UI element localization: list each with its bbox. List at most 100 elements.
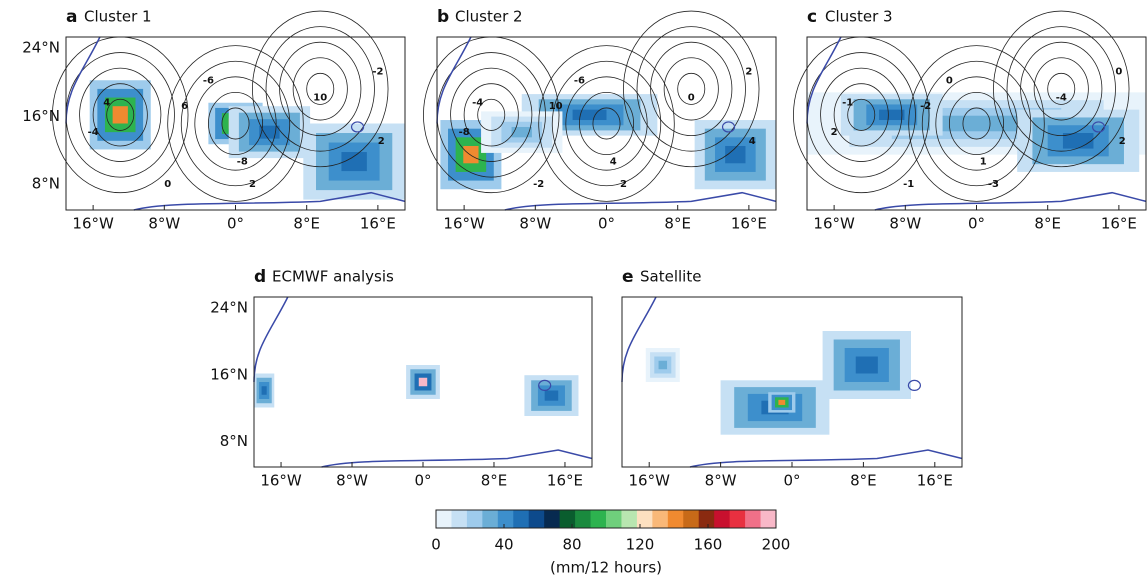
- precip-cell: [259, 125, 280, 139]
- contour: [1033, 57, 1089, 121]
- precip-cell: [341, 152, 367, 172]
- precip-cell: [725, 145, 746, 164]
- contour: [306, 72, 335, 105]
- coastline: [689, 449, 963, 468]
- precip-cell: [934, 115, 1019, 132]
- contour: [636, 26, 746, 152]
- panel-letter: e: [622, 267, 634, 287]
- contour-label: -4: [88, 127, 99, 138]
- colorbar-swatch: [652, 510, 669, 528]
- y-tick-label: 24°N: [22, 39, 60, 57]
- colorbar-swatch: [698, 510, 715, 528]
- panel-title: Cluster 2: [455, 8, 523, 26]
- contour-label: 2: [1119, 136, 1126, 147]
- x-tick-label: 0°: [968, 215, 985, 233]
- map-panel: [621, 296, 963, 468]
- x-tick-label: 0°: [227, 215, 244, 233]
- colorbar-swatch: [575, 510, 592, 528]
- contour-label: -2: [533, 179, 544, 190]
- colorbar-swatch: [729, 510, 746, 528]
- colorbar-swatch: [513, 510, 530, 528]
- panel-title: ECMWF analysis: [272, 268, 394, 286]
- contour-label: -1: [842, 98, 853, 109]
- panel-title: Cluster 3: [825, 8, 893, 26]
- colorbar-swatch: [497, 510, 514, 528]
- contour-label: 10: [549, 101, 563, 112]
- map-panel: 4 -4 -6 6 -8 10 2 0 -2 2: [52, 10, 406, 211]
- x-tick-label: 8°W: [889, 215, 921, 233]
- map-panel: -1 2 0 -2 1 -4 -3 -1 0 2: [793, 10, 1147, 211]
- colorbar-frame: [435, 509, 777, 529]
- y-tick-label: 24°N: [210, 299, 248, 317]
- contour: [79, 67, 162, 162]
- contour: [265, 26, 375, 152]
- contour-label: 2: [831, 127, 838, 138]
- panel-title: Cluster 1: [84, 8, 152, 26]
- precip-cell: [572, 109, 607, 121]
- precip-cell: [778, 399, 786, 405]
- x-tick-label: 8°E: [664, 215, 691, 233]
- contour: [450, 67, 533, 162]
- panel-letter: a: [66, 7, 77, 27]
- x-tick-label: 8°W: [148, 215, 180, 233]
- panel-title: Satellite: [640, 268, 701, 286]
- y-tick-label: 16°N: [22, 107, 60, 125]
- contour-label: 0: [946, 75, 953, 86]
- precip-cell: [511, 126, 532, 138]
- contour-label: -4: [472, 98, 483, 109]
- colorbar-swatch: [714, 510, 731, 528]
- coastline: [874, 191, 1147, 211]
- colorbar-tick-label: 40: [494, 536, 513, 554]
- coastline: [321, 449, 593, 468]
- panel-letter: d: [254, 267, 266, 287]
- contour: [551, 60, 662, 187]
- x-tick-label: 8°W: [336, 472, 368, 490]
- contour: [477, 98, 506, 131]
- contour: [948, 91, 1005, 156]
- contour: [221, 107, 250, 140]
- contour-label: 2: [378, 136, 385, 147]
- contour: [92, 83, 148, 147]
- x-tick-label: 0°: [598, 215, 615, 233]
- x-tick-label: 16°E: [917, 472, 953, 490]
- y-tick-label: 8°N: [32, 175, 60, 193]
- contour: [847, 98, 876, 131]
- contour: [1047, 72, 1076, 105]
- colorbar-swatch: [745, 510, 762, 528]
- colorbar-tick-label: 160: [694, 536, 723, 554]
- contour: [677, 72, 706, 105]
- lake: [721, 121, 736, 133]
- precip-cell: [879, 109, 905, 121]
- coastline: [133, 191, 406, 211]
- precip-cell: [112, 106, 128, 124]
- colorbar-tick-label: 120: [626, 536, 655, 554]
- precip-cell: [658, 360, 668, 370]
- contour-label: -2: [372, 67, 383, 78]
- contour: [292, 57, 348, 121]
- colorbar-tick-label: 80: [562, 536, 581, 554]
- contour-label: -4: [1056, 93, 1067, 104]
- contour-label: -6: [203, 75, 214, 86]
- panel-letter: b: [437, 7, 449, 27]
- colorbar-swatch: [482, 510, 499, 528]
- colorbar-tick-label: 200: [762, 536, 791, 554]
- contour-label: -6: [574, 75, 585, 86]
- x-tick-label: 8°E: [481, 472, 508, 490]
- lake: [538, 379, 552, 391]
- precip-cell: [261, 386, 267, 395]
- contour-label: -3: [988, 179, 999, 190]
- contour: [106, 98, 135, 131]
- contour-label: 4: [103, 98, 110, 109]
- x-tick-label: 8°E: [293, 215, 320, 233]
- precip-cell: [418, 377, 428, 387]
- colorbar-swatch: [760, 510, 777, 528]
- colorbar-tick-label: 0: [431, 536, 441, 554]
- contour-label: -8: [237, 157, 248, 168]
- contour-label: 0: [164, 179, 171, 190]
- map-panel: [253, 296, 593, 468]
- colorbar-swatch: [559, 510, 576, 528]
- contour: [650, 41, 733, 137]
- x-tick-label: 16°E: [547, 472, 583, 490]
